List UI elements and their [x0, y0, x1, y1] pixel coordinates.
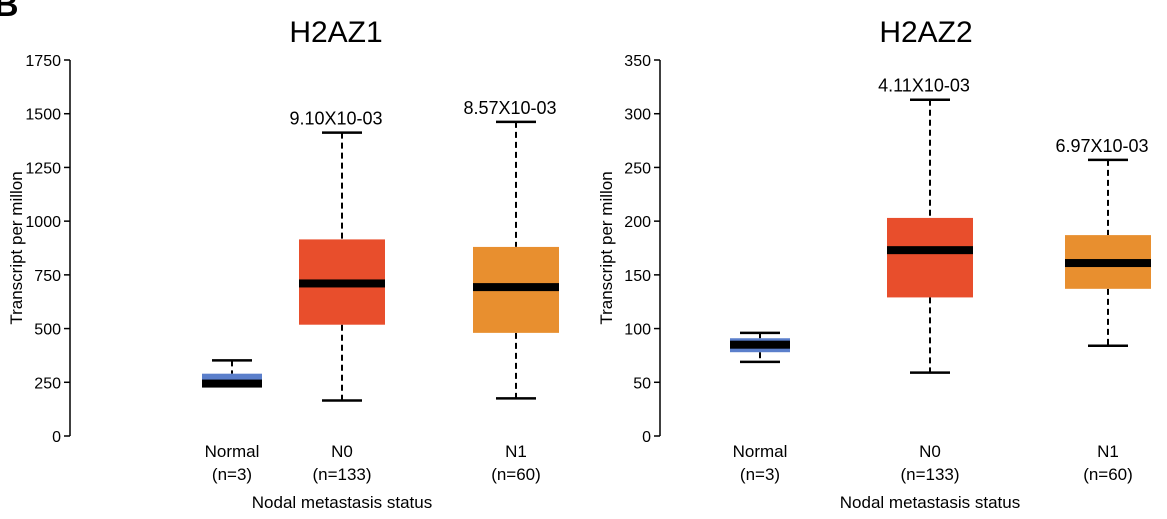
x-category-label: N1 — [505, 442, 527, 461]
median-line — [887, 246, 973, 255]
y-tick-label: 0 — [52, 429, 61, 446]
x-category-n: (n=133) — [312, 465, 371, 484]
y-tick-label: 300 — [624, 107, 651, 124]
y-tick-label: 200 — [624, 214, 651, 231]
p-value-label: 4.11X10-03 — [878, 76, 970, 96]
x-category-n: (n=3) — [740, 465, 780, 484]
x-category-n: (n=60) — [491, 465, 541, 484]
x-category-label: N0 — [919, 442, 941, 461]
box-n0: 4.11X10-03 N0 (n=133) — [878, 76, 973, 484]
x-category-n: (n=3) — [212, 465, 252, 484]
y-tick-label: 250 — [624, 160, 651, 177]
y-tick-label: 1500 — [25, 107, 61, 124]
x-category-label: N0 — [331, 442, 353, 461]
box-n1: 8.57X10-03 N1 (n=60) — [463, 98, 559, 484]
median-line — [473, 283, 559, 292]
y-tick-label: 250 — [34, 375, 61, 392]
y-axis-label: Transcript per millon — [7, 171, 26, 324]
median-line — [299, 279, 385, 288]
x-category-label: Normal — [205, 442, 260, 461]
y-tick-label: 500 — [34, 322, 61, 339]
chart-title: H2AZ2 — [879, 16, 972, 49]
median-line — [1065, 259, 1151, 268]
x-category-label: N1 — [1097, 442, 1119, 461]
chart-h2az2: H2AZ2 0 50 100 150 200 250 300 350 Transcript per… — [597, 16, 1151, 512]
box-n0: 9.10X10-03 N0 (n=133) — [289, 109, 385, 484]
y-axis-label: Transcript per millon — [597, 171, 616, 324]
box-normal: Normal (n=3) — [202, 359, 262, 484]
y-tick-label: 150 — [624, 268, 651, 285]
y-tick-label: 1000 — [25, 214, 61, 231]
y-tick-label: 350 — [624, 53, 651, 70]
y-tick-label: 100 — [624, 322, 651, 339]
y-tick-label: 0 — [642, 429, 651, 446]
p-value-label: 8.57X10-03 — [463, 98, 556, 118]
x-category-n: (n=60) — [1083, 465, 1133, 484]
panel-label: B — [0, 0, 19, 24]
median-line — [730, 340, 790, 349]
median-line — [202, 379, 262, 388]
y-tick-label: 750 — [34, 268, 61, 285]
chart-h2az1: H2AZ1 0 250 500 750 1000 1250 1500 1750 Transcrip… — [7, 16, 559, 512]
y-tick-label: 50 — [633, 375, 651, 392]
x-axis-label: Nodal metastasis status — [252, 493, 432, 512]
p-value-label: 9.10X10-03 — [289, 109, 382, 129]
chart-title: H2AZ1 — [289, 16, 382, 49]
p-value-label: 6.97X10-03 — [1055, 136, 1148, 156]
box-n1: 6.97X10-03 N1 (n=60) — [1055, 136, 1151, 484]
y-tick-label: 1750 — [25, 53, 61, 70]
x-category-n: (n=133) — [900, 465, 959, 484]
box-normal: Normal (n=3) — [730, 331, 790, 484]
y-tick-label: 1250 — [25, 160, 61, 177]
x-axis-label: Nodal metastasis status — [840, 493, 1020, 512]
iqr-box — [887, 217, 973, 298]
x-category-label: Normal — [733, 442, 788, 461]
